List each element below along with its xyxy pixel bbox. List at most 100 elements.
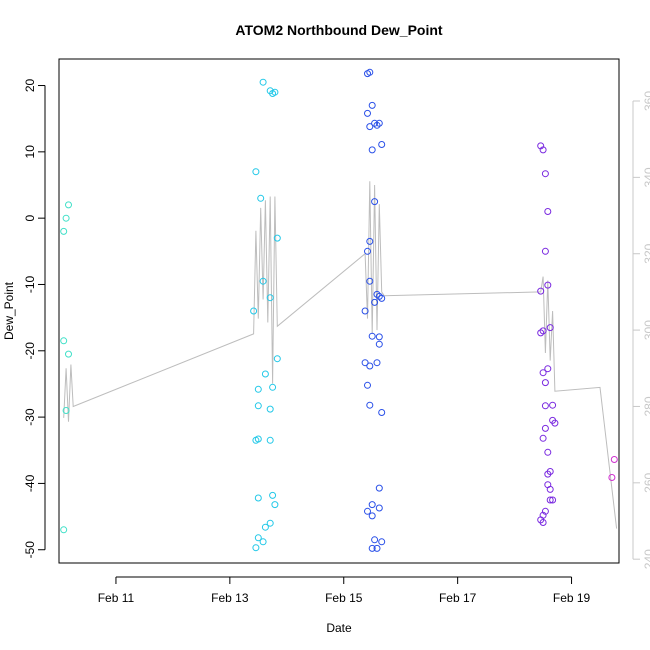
x-tick-label: Feb 17 [439,591,477,605]
data-point [378,538,386,546]
data-point [254,494,262,502]
data-point [539,369,547,377]
data-point [544,365,552,373]
data-point [269,491,277,499]
data-point [541,247,549,255]
y-tick-label: 20 [23,79,37,93]
data-point [65,350,72,358]
data-point [364,381,371,389]
y2-tick-label: 340 [642,167,650,187]
chart-title: ATOM2 Northbound Dew_Point [235,22,442,38]
data-point [361,307,369,315]
data-point [373,359,381,367]
data-point [375,119,383,127]
data-point [539,434,547,442]
data-point [544,208,552,215]
data-point [62,214,70,222]
data-point [373,544,381,552]
data-point [541,170,549,178]
data-point [366,277,374,285]
y2-tick-label: 240 [642,549,650,569]
data-point [252,168,260,176]
data-point [541,379,549,387]
data-point [65,201,72,209]
data-point [551,419,559,427]
data-point [366,362,374,370]
x-axis: Feb 11 Feb 13 Feb 15 Feb 17 Feb 19 [98,576,591,605]
data-point [259,78,267,86]
y2-tick-label: 280 [642,396,650,416]
data-point [537,287,545,295]
data-point [378,141,386,148]
data-point [273,355,281,363]
y2-tick-label: 360 [642,91,650,111]
data-point [271,88,279,96]
data-point [541,424,549,432]
data-point [252,544,260,552]
data-point [366,237,374,245]
data-point [254,435,262,443]
data-point [60,337,68,345]
data-point [378,294,386,302]
data-point [366,68,374,76]
y-tick-label: -50 [23,541,37,559]
data-point [375,504,383,512]
y-tick-label: -20 [23,342,37,360]
y2-tick-label: 320 [642,243,650,263]
y2-tick-label: 260 [642,472,650,492]
data-point [541,507,549,515]
data-point [273,234,281,242]
data-point [373,290,381,298]
data-point [366,123,374,131]
data-point [539,327,547,335]
data-point [544,281,552,289]
data-point [259,277,267,285]
y-axis-left: -50 -40 -30 -20 -10 0 10 20 [23,79,46,559]
y-axis-label: Dew_Point [2,281,16,340]
data-point [259,538,267,546]
data-point [364,109,371,117]
y-tick-label: -40 [23,474,37,492]
data-point [266,436,274,444]
data-point [544,470,552,478]
data-point [266,405,274,413]
data-point [361,359,369,367]
data-point [549,401,557,409]
data-point [610,456,618,463]
data-point [266,294,274,302]
data-point [368,512,376,520]
data-point [60,526,68,534]
scatter-points [60,68,618,552]
y-tick-label: 10 [23,145,37,159]
data-point [271,501,279,509]
x-axis-label: Date [326,621,352,635]
data-point [541,402,549,410]
data-point [371,536,379,544]
data-point [544,448,552,456]
plot-frame [58,58,620,564]
data-point [366,401,374,409]
data-point [368,332,376,340]
data-point [371,198,379,206]
x-tick-label: Feb 19 [553,591,591,605]
data-point [375,333,383,341]
y-tick-label: -30 [23,408,37,426]
data-point [368,101,376,109]
data-point [261,370,269,378]
data-point [375,484,383,492]
data-point [364,247,371,255]
data-point [368,544,376,552]
data-point [546,485,554,493]
data-point [375,340,383,348]
data-point [368,146,376,154]
data-point [368,501,376,509]
data-point [261,523,269,531]
data-point [266,519,274,527]
data-point [539,146,547,154]
data-point [250,307,258,315]
data-point [546,324,554,332]
data-point [364,507,371,515]
data-point [254,385,262,393]
x-tick-label: Feb 13 [211,591,249,605]
